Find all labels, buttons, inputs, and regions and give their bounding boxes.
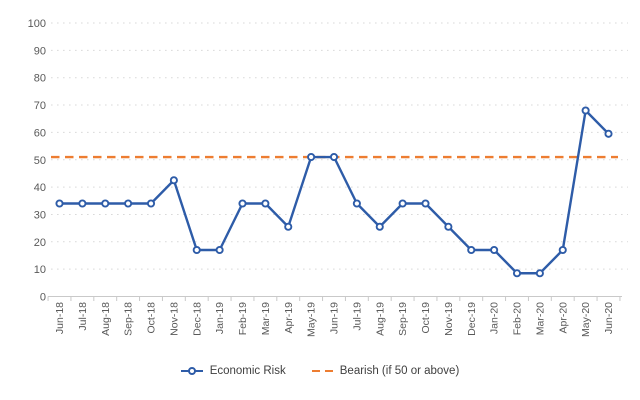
legend-label-bearish-threshold: Bearish (if 50 or above) [339, 365, 460, 377]
x-tick-label: Dec-19 [466, 302, 478, 336]
x-tick-label: Jul-19 [351, 302, 363, 331]
y-tick-label: 50 [34, 155, 46, 167]
legend-dash-swatch [311, 369, 333, 373]
y-tick-label: 80 [34, 73, 46, 85]
x-tick-label: Jun-19 [329, 302, 341, 334]
data-point-marker [604, 129, 613, 138]
y-tick-label: 60 [34, 127, 46, 139]
x-tick-label: May-19 [306, 302, 318, 337]
data-point-marker [55, 199, 64, 208]
data-point-marker [146, 199, 156, 208]
x-tick-label: Jun-20 [603, 302, 615, 334]
y-tick-label: 70 [34, 100, 46, 112]
data-point-marker [101, 199, 110, 208]
data-point-marker [124, 199, 133, 208]
data-point-marker [375, 222, 384, 231]
legend-label-economic-risk: Economic Risk [209, 365, 286, 377]
data-point-marker [444, 222, 453, 231]
legend-item-economic-risk: Economic Risk [180, 365, 286, 377]
data-point-marker [284, 222, 293, 231]
data-point-marker [558, 245, 567, 255]
data-point-marker [307, 152, 316, 162]
data-point-marker [78, 199, 87, 208]
x-tick-label: Oct-18 [146, 302, 158, 334]
data-point-marker [352, 199, 361, 208]
y-tick-label: 30 [34, 209, 46, 221]
x-tick-label: Sep-18 [123, 302, 135, 336]
data-point-marker [467, 245, 476, 255]
x-tick-label: Mar-20 [534, 302, 546, 335]
x-tick-label: Jan-20 [489, 302, 501, 334]
data-point-marker [490, 245, 499, 255]
data-point-marker [581, 106, 590, 115]
x-tick-label: Apr-20 [557, 302, 569, 334]
x-tick-label: Feb-20 [512, 302, 524, 335]
data-point-marker [238, 199, 247, 208]
legend-item-bearish-threshold: Bearish (if 50 or above) [311, 365, 460, 377]
dash-icon [324, 369, 333, 373]
data-point-marker [535, 269, 544, 278]
economic-risk-line [58, 109, 610, 275]
y-tick-label: 90 [34, 45, 46, 57]
legend-line-marker-swatch [180, 366, 203, 376]
x-tick-label: Jan-19 [214, 302, 226, 334]
data-point-marker [215, 245, 224, 255]
open-circle-marker-icon [187, 366, 197, 376]
x-tick-label: Apr-19 [283, 302, 295, 334]
x-tick-label: Jun-18 [54, 302, 66, 334]
x-tick-label: Sep-19 [397, 302, 409, 336]
x-tick-label: May-20 [580, 302, 592, 337]
y-tick-label: 0 [40, 292, 46, 304]
chart-legend: Economic Risk Bearish (if 50 or above) [0, 361, 640, 381]
x-tick-label: Mar-19 [260, 302, 272, 335]
y-tick-label: 20 [34, 237, 46, 249]
x-tick-label: Jul-18 [77, 302, 89, 331]
data-point-marker [169, 176, 178, 185]
y-tick-label: 100 [28, 18, 46, 30]
x-tick-label: Aug-19 [374, 302, 386, 336]
x-tick-label: Dec-18 [191, 302, 203, 336]
data-point-marker [421, 199, 430, 208]
x-tick-label: Nov-19 [443, 302, 455, 336]
y-tick-label: 40 [34, 182, 46, 194]
data-point-marker [192, 245, 201, 255]
x-tick-label: Feb-19 [237, 302, 249, 335]
data-point-marker [398, 199, 407, 208]
dash-icon [311, 369, 320, 373]
data-point-marker [512, 269, 522, 278]
data-point-marker [261, 199, 270, 208]
y-tick-label: 10 [34, 264, 46, 276]
data-point-marker [329, 152, 339, 162]
x-tick-label: Oct-19 [420, 302, 432, 334]
x-tick-label: Nov-18 [168, 302, 180, 336]
x-tick-label: Aug-18 [100, 302, 112, 336]
